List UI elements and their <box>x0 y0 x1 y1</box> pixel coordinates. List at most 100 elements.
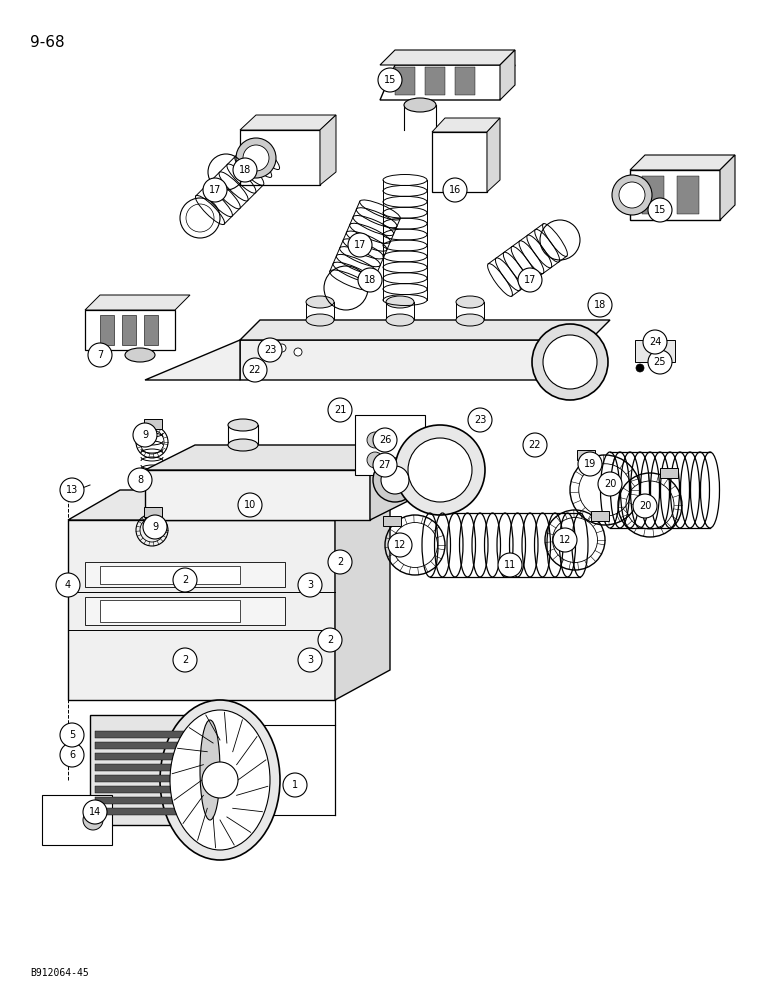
Text: 12: 12 <box>559 535 571 545</box>
Text: 26: 26 <box>379 435 391 445</box>
Bar <box>144 315 158 345</box>
Circle shape <box>60 478 84 502</box>
Circle shape <box>238 493 262 517</box>
Polygon shape <box>145 470 370 520</box>
Circle shape <box>278 344 286 352</box>
Circle shape <box>578 452 602 476</box>
Text: 2: 2 <box>327 635 334 645</box>
Circle shape <box>636 364 644 372</box>
Ellipse shape <box>160 700 280 860</box>
Text: 9: 9 <box>152 522 158 532</box>
Bar <box>425 67 445 95</box>
Circle shape <box>243 358 267 382</box>
Text: 1: 1 <box>292 780 298 790</box>
Circle shape <box>328 398 352 422</box>
Polygon shape <box>487 118 500 192</box>
Text: 18: 18 <box>239 165 251 175</box>
Circle shape <box>83 810 103 830</box>
Bar <box>122 315 136 345</box>
Bar <box>95 764 205 771</box>
Ellipse shape <box>456 314 484 326</box>
Polygon shape <box>630 170 720 220</box>
Polygon shape <box>335 490 390 700</box>
Text: 5: 5 <box>69 730 75 740</box>
Circle shape <box>553 528 577 552</box>
Bar <box>660 468 679 478</box>
Circle shape <box>328 550 352 574</box>
Circle shape <box>378 68 402 92</box>
Polygon shape <box>370 445 420 520</box>
Text: 24: 24 <box>648 337 661 347</box>
Polygon shape <box>240 340 590 380</box>
Text: 2: 2 <box>182 655 188 665</box>
Polygon shape <box>145 445 420 470</box>
Text: 22: 22 <box>249 365 261 375</box>
Text: 2: 2 <box>182 575 188 585</box>
Bar <box>95 775 205 782</box>
Text: 6: 6 <box>69 750 75 760</box>
Circle shape <box>358 268 382 292</box>
Circle shape <box>173 648 197 672</box>
Circle shape <box>294 348 302 356</box>
Circle shape <box>60 723 84 747</box>
Ellipse shape <box>306 296 334 308</box>
Ellipse shape <box>200 720 220 820</box>
Text: 8: 8 <box>137 475 143 485</box>
Ellipse shape <box>306 314 334 326</box>
Polygon shape <box>240 130 320 185</box>
Text: 21: 21 <box>334 405 346 415</box>
Text: 13: 13 <box>66 485 78 495</box>
Bar <box>591 511 609 521</box>
Circle shape <box>60 743 84 767</box>
Polygon shape <box>500 50 515 100</box>
Text: 19: 19 <box>584 459 596 469</box>
Circle shape <box>648 198 672 222</box>
Polygon shape <box>85 310 175 350</box>
Circle shape <box>619 182 645 208</box>
Polygon shape <box>432 118 500 132</box>
Bar <box>95 808 205 815</box>
Polygon shape <box>68 520 335 700</box>
Bar <box>455 67 475 95</box>
Bar <box>95 786 205 793</box>
Bar <box>100 600 240 622</box>
Circle shape <box>643 330 667 354</box>
Circle shape <box>203 178 227 202</box>
Text: 18: 18 <box>364 275 376 285</box>
Circle shape <box>395 425 485 515</box>
Circle shape <box>65 489 73 497</box>
Text: 11: 11 <box>504 560 516 570</box>
Bar <box>42 795 112 845</box>
Bar <box>677 176 699 214</box>
Text: 23: 23 <box>474 415 486 425</box>
Bar <box>100 315 114 345</box>
Bar <box>383 516 401 526</box>
Circle shape <box>543 335 597 389</box>
Polygon shape <box>145 340 240 380</box>
Text: B912064-45: B912064-45 <box>30 968 89 978</box>
Bar <box>432 132 487 192</box>
Text: 18: 18 <box>594 300 606 310</box>
Circle shape <box>88 343 112 367</box>
Polygon shape <box>630 155 735 170</box>
Bar <box>144 507 162 517</box>
Circle shape <box>233 158 257 182</box>
Bar <box>635 340 675 362</box>
Circle shape <box>498 553 522 577</box>
Circle shape <box>408 438 472 502</box>
Text: 4: 4 <box>65 580 71 590</box>
Bar <box>577 450 595 460</box>
Text: 27: 27 <box>379 460 391 470</box>
Circle shape <box>373 428 397 452</box>
Bar <box>95 753 205 760</box>
Ellipse shape <box>456 296 484 308</box>
Circle shape <box>468 408 492 432</box>
Ellipse shape <box>228 419 258 431</box>
Text: 3: 3 <box>307 580 313 590</box>
Text: 12: 12 <box>394 540 406 550</box>
Circle shape <box>128 468 152 492</box>
Circle shape <box>588 293 612 317</box>
Text: 17: 17 <box>354 240 366 250</box>
Polygon shape <box>85 295 190 310</box>
Bar <box>355 415 425 475</box>
